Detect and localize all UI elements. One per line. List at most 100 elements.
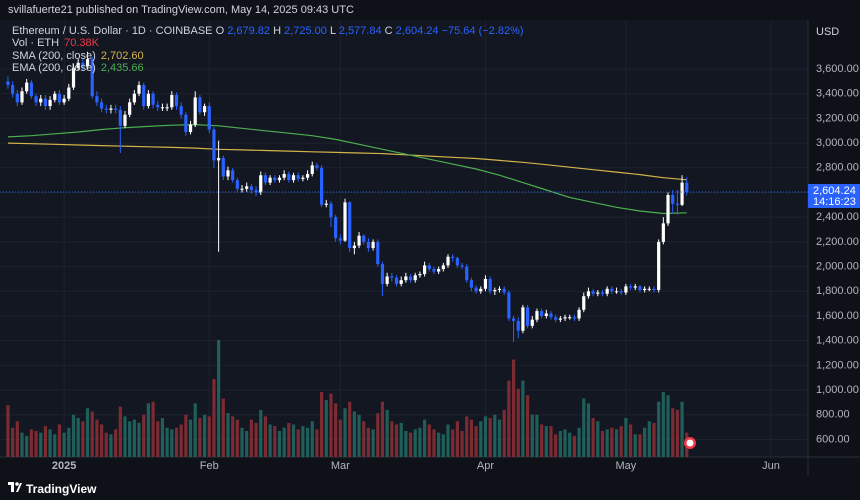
volume-bar <box>29 429 33 457</box>
candle-body <box>268 177 272 183</box>
volume-bar <box>184 414 188 457</box>
candle-body <box>221 157 225 177</box>
candle-body <box>273 177 277 181</box>
volume-bar <box>11 427 15 457</box>
countdown-label: 14:16:23 <box>813 196 856 208</box>
candle-body <box>577 309 581 319</box>
volume-bar <box>647 421 651 457</box>
legend: Ethereum / U.S. Dollar · 1D · COINBASE O… <box>12 25 524 75</box>
volume-bar <box>422 419 427 457</box>
candle-body <box>521 307 525 331</box>
candle-body <box>291 175 296 181</box>
candle-body <box>202 106 207 113</box>
brand: TradingView <box>26 482 97 496</box>
candle-body <box>680 182 684 205</box>
candle-body <box>259 175 263 193</box>
candle-body <box>146 93 150 107</box>
axes: 600.00 800.00 1,000.00 1,200.00 1,400.00 1,60… <box>0 63 860 472</box>
candle-body <box>254 190 258 193</box>
volume-value: 70.38K <box>64 37 100 50</box>
volume-bar <box>493 414 497 457</box>
candle-body <box>282 173 286 178</box>
ma-line <box>7 123 687 215</box>
candle-body <box>315 165 319 168</box>
currency: USD <box>816 26 840 38</box>
volume-bar <box>62 432 66 457</box>
y-tick-label: 800.00 <box>816 409 850 421</box>
volume-bar <box>380 401 385 457</box>
candle-body <box>43 98 48 107</box>
candle-body <box>460 265 464 267</box>
change: −75.64 (−2.82%) <box>441 25 524 37</box>
candle-body <box>132 93 136 103</box>
volume-bar <box>67 427 71 457</box>
brand-logo <box>8 482 22 492</box>
volume-bar <box>142 414 146 457</box>
candle-body <box>469 280 474 288</box>
volume-bar <box>558 431 562 457</box>
volume-bar <box>441 434 445 457</box>
candle-body <box>184 114 188 132</box>
candle-body <box>376 241 380 265</box>
candle-body <box>628 286 633 288</box>
candle-body <box>465 266 469 281</box>
candle-body <box>212 129 216 161</box>
volume-bar <box>48 429 52 457</box>
volume-bar <box>563 429 567 457</box>
candle-body <box>437 269 441 272</box>
candle-body <box>474 287 478 292</box>
volume-bar <box>394 424 399 457</box>
volume-bar <box>633 434 637 457</box>
volume-bar <box>652 422 656 457</box>
candle-body <box>385 276 389 284</box>
candle-body <box>586 291 591 297</box>
candle-body <box>666 194 670 224</box>
candle-body <box>67 87 71 99</box>
volume-bar <box>221 398 225 457</box>
candle-body <box>591 291 595 294</box>
volume-bar <box>502 409 506 457</box>
volume-bar <box>118 406 122 457</box>
volume-bar <box>329 393 333 457</box>
volume-bar <box>156 421 160 457</box>
volume-bar <box>605 429 609 457</box>
volume-bar <box>43 426 48 457</box>
candle-body <box>647 288 651 290</box>
ma-value: 2,435.66 <box>100 62 144 75</box>
x-tick-label: 2025 <box>52 460 76 472</box>
candle-body <box>57 93 62 103</box>
candle-body <box>137 85 141 94</box>
candle-body <box>558 318 562 320</box>
candle-body <box>675 203 679 205</box>
volume-bar <box>240 427 244 457</box>
candle-body <box>455 257 459 266</box>
candle-body <box>596 292 600 294</box>
volume-bar <box>165 427 169 457</box>
volume-bar <box>212 379 216 457</box>
event-icon-center <box>686 439 694 447</box>
candle-body <box>614 291 619 293</box>
volume-bar <box>582 398 586 457</box>
volume-bar <box>521 380 525 457</box>
candle-body <box>277 177 282 181</box>
price-tag <box>808 183 860 208</box>
volume-bar <box>305 427 310 457</box>
volume-bar <box>479 421 483 457</box>
volume-bar <box>273 426 277 457</box>
volume-bar <box>146 403 150 457</box>
candle-body <box>408 276 413 281</box>
ma-layer <box>7 123 687 215</box>
candle-body <box>170 94 174 108</box>
candle-body <box>245 186 249 189</box>
volume-bar <box>666 395 670 457</box>
volume-bar <box>535 414 539 457</box>
volume-bar <box>99 424 104 457</box>
volume-bar <box>619 426 623 457</box>
volume-bar <box>287 422 291 457</box>
ohlc-value: 2,577.84 <box>338 25 382 37</box>
candle-body <box>338 238 342 241</box>
volume-bar <box>263 416 268 457</box>
y-tick-label: 1,400.00 <box>816 335 859 347</box>
volume-bar <box>123 416 127 457</box>
